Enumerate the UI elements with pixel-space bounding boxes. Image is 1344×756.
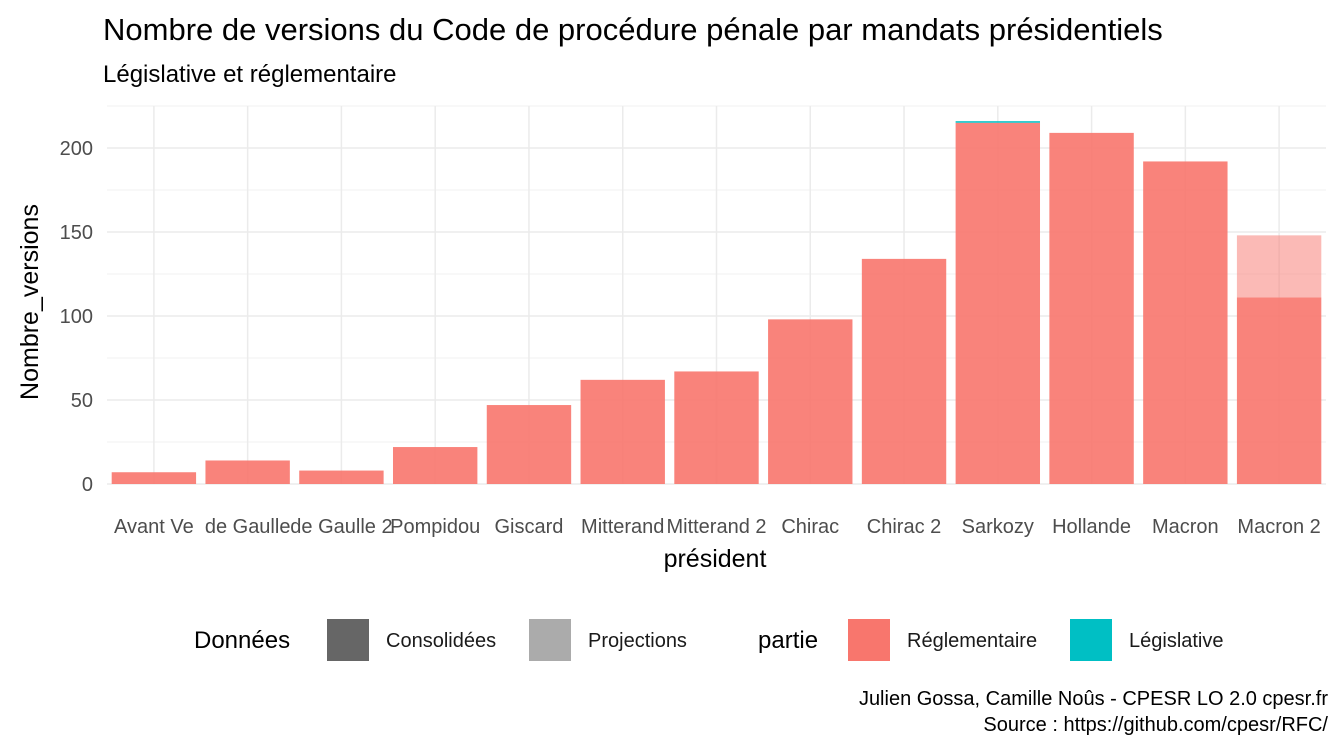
y-tick-labels: 0 50 100 150 200 xyxy=(60,138,93,496)
legend-label-consolidees: Consolidées xyxy=(386,630,497,652)
bar-reglementaire-projection xyxy=(1236,235,1322,298)
x-tick-label: Macron xyxy=(1152,516,1219,538)
bar-reglementaire-consolidee xyxy=(955,122,1041,485)
caption: Julien Gossa, Camille Noûs - CPESR LO 2.… xyxy=(859,686,1328,738)
x-tick-label: Pompidou xyxy=(390,516,480,538)
bar-reglementaire-consolidee xyxy=(1236,297,1322,484)
x-tick-label: Mitterand 2 xyxy=(666,516,766,538)
bar-reglementaire-consolidee xyxy=(768,319,853,484)
legend-label-legislative: Législative xyxy=(1129,630,1224,652)
bars xyxy=(111,121,1322,485)
legend-key-projections xyxy=(529,619,571,661)
bar-reglementaire-consolidee xyxy=(674,371,759,484)
y-tick-label: 50 xyxy=(71,390,93,412)
x-tick-label: Macron 2 xyxy=(1237,516,1320,538)
legend-title-donnees: Données xyxy=(194,627,291,654)
x-tick-label: de Gaulle xyxy=(205,516,291,538)
x-tick-label: Mitterand xyxy=(581,516,664,538)
y-tick-label: 0 xyxy=(82,474,93,496)
x-axis-label: président xyxy=(664,545,767,573)
legend-key-legislative xyxy=(1070,619,1112,661)
legend-key-reglementaire xyxy=(848,619,890,661)
y-tick-label: 200 xyxy=(60,138,93,160)
bar-reglementaire-consolidee xyxy=(205,460,290,484)
y-tick-label: 100 xyxy=(60,306,93,328)
legend-label-projections: Projections xyxy=(588,630,687,652)
x-tick-label: Hollande xyxy=(1052,516,1131,538)
x-tick-label: de Gaulle 2 xyxy=(290,516,392,538)
y-axis-label: Nombre_versions xyxy=(16,204,44,400)
bar-reglementaire-consolidee xyxy=(392,447,478,484)
chart-title: Nombre de versions du Code de procédure … xyxy=(103,12,1163,47)
bar-chart: 0 50 100 150 200 Avant Ve de Gaulle de Gaulle … xyxy=(16,105,1326,573)
bar-reglementaire-consolidee xyxy=(299,470,384,484)
x-tick-label: Giscard xyxy=(495,516,564,538)
x-tick-label: Chirac 2 xyxy=(867,516,941,538)
x-tick-label: Sarkozy xyxy=(962,516,1034,538)
bar-reglementaire-consolidee xyxy=(111,472,197,484)
x-tick-label: Avant Ve xyxy=(114,516,194,538)
x-tick-label: Chirac xyxy=(781,516,839,538)
bar-reglementaire-consolidee xyxy=(1049,132,1134,484)
bar-reglementaire-consolidee xyxy=(1143,161,1228,484)
bar-legislative-consolidee xyxy=(955,121,1041,123)
chart-subtitle: Législative et réglementaire xyxy=(103,61,397,88)
caption-credits: Julien Gossa, Camille Noûs - CPESR LO 2.… xyxy=(858,688,1328,710)
legend: Données Consolidées Projections partie R… xyxy=(0,614,1344,668)
caption-source: Source : https://github.com/cpesr/RFC/ xyxy=(983,714,1328,736)
bar-reglementaire-consolidee xyxy=(580,379,665,484)
bar-reglementaire-consolidee xyxy=(861,258,947,484)
legend-key-consolidees xyxy=(327,619,369,661)
legend-title-partie: partie xyxy=(758,627,819,654)
legend-label-reglementaire: Réglementaire xyxy=(907,630,1038,652)
y-tick-label: 150 xyxy=(60,222,93,244)
bar-reglementaire-consolidee xyxy=(486,405,572,484)
